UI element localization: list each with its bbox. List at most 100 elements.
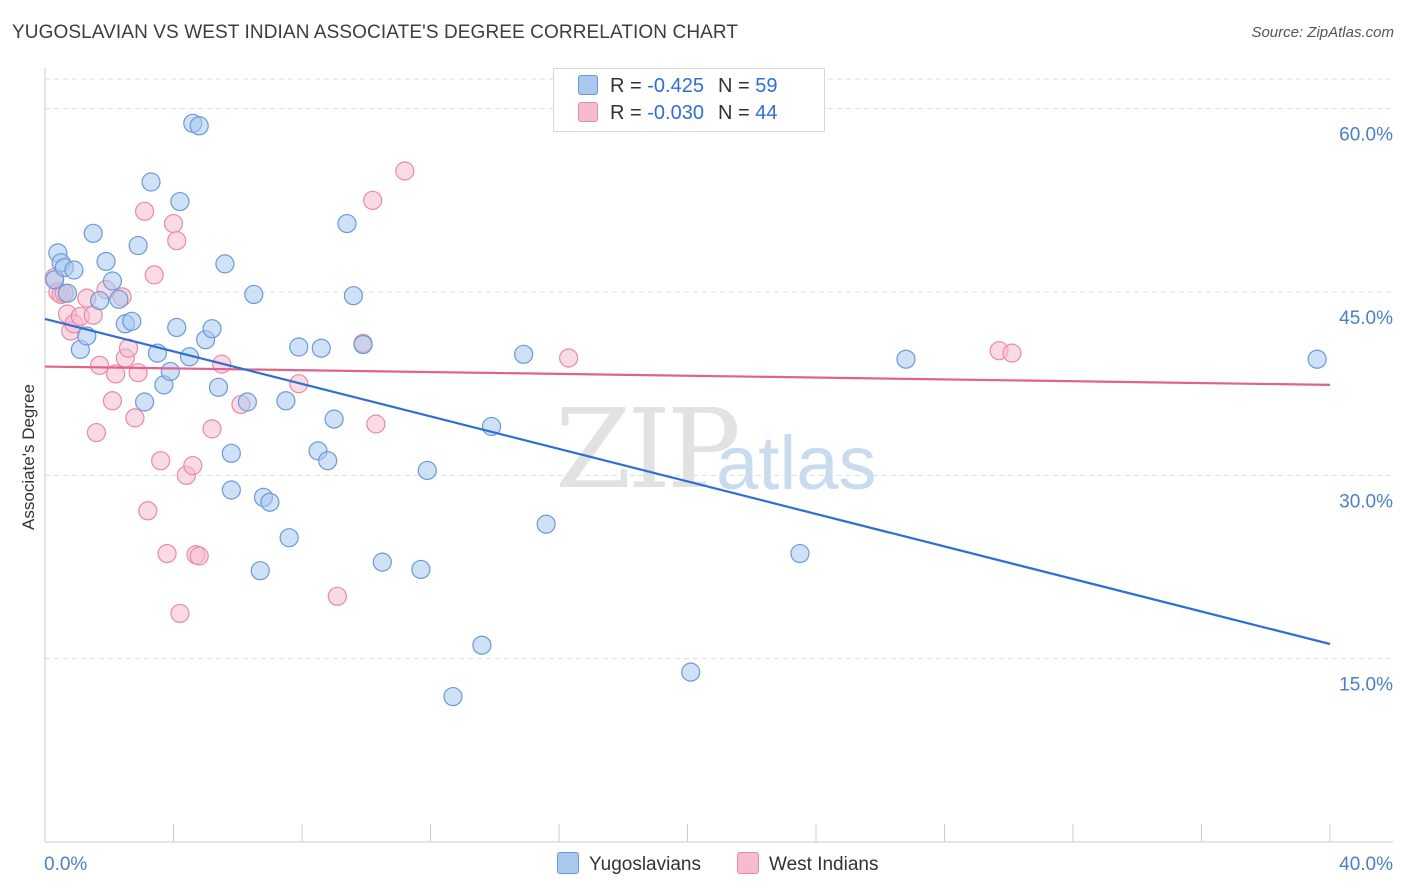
legend-n-value: 59 xyxy=(755,75,778,97)
west-indians-point xyxy=(202,419,222,439)
west-indians-point xyxy=(363,190,383,210)
yugoslavians-point xyxy=(681,662,701,682)
yugoslavians-point xyxy=(96,251,116,272)
y-tick-label: 30.0% xyxy=(1339,491,1393,512)
west-indians-point xyxy=(167,231,187,251)
yugoslavians-point xyxy=(170,191,190,212)
yugoslavians-point xyxy=(276,391,296,411)
watermark-zip: ZIP xyxy=(555,385,741,513)
west-indians-point xyxy=(90,355,110,375)
west-indians-point xyxy=(144,265,164,285)
yugoslavians-point xyxy=(514,344,534,364)
yugoslavians-point xyxy=(417,460,437,481)
west-indians-point xyxy=(189,546,209,566)
yugoslavians-point xyxy=(289,337,309,357)
legend-row-west-indians: R = -0.030 N = 44 xyxy=(578,102,777,126)
yugoslavians-point xyxy=(189,116,209,136)
yugoslavians-point xyxy=(1307,349,1327,369)
west-indians-point xyxy=(1002,343,1022,363)
west-indians-point xyxy=(559,348,579,368)
yugoslavians-point xyxy=(141,172,161,192)
yugoslavians-point xyxy=(324,409,344,429)
legend-r-value: -0.425 xyxy=(647,75,704,97)
bottom-legend-yugoslavians: Yugoslavians xyxy=(557,852,701,876)
west-indians-point xyxy=(134,201,155,221)
yugoslavians-points xyxy=(45,113,1327,707)
yugoslavians-point xyxy=(250,561,270,581)
legend-n-label: N = xyxy=(717,75,750,97)
west-indians-point xyxy=(366,414,386,434)
pink-swatch xyxy=(578,102,598,122)
west-indians-point xyxy=(170,603,190,624)
west-indians-point xyxy=(102,391,123,411)
yugoslavians-point xyxy=(237,392,257,412)
correlation-legend: R = -0.425 N = 59 R = -0.030 N = 44 xyxy=(553,68,825,132)
west-indians-point xyxy=(395,161,415,181)
blue-swatch xyxy=(578,75,598,95)
yugoslavians-point xyxy=(221,480,241,500)
yugoslavians-point xyxy=(536,514,556,534)
yugoslavians-point xyxy=(353,334,373,355)
legend-r-label: R = xyxy=(610,102,642,124)
yugoslavians-point xyxy=(279,528,299,548)
west-indians-point xyxy=(106,364,126,384)
pink-swatch xyxy=(737,852,759,874)
legend-r-value: -0.030 xyxy=(647,102,704,124)
yugoslavians-point xyxy=(896,349,916,369)
west-indians-point xyxy=(125,408,145,428)
west-indians-trend-line xyxy=(44,365,1331,386)
yugoslavians-point xyxy=(57,283,78,303)
west-indians-point xyxy=(128,363,148,383)
watermark-atlas: atlas xyxy=(716,421,877,506)
yugoslavians-point xyxy=(167,317,187,338)
y-tick-label: 60.0% xyxy=(1339,125,1393,146)
legend-series2-label: West Indians xyxy=(769,854,879,875)
yugoslavians-point xyxy=(337,213,357,234)
west-indians-point xyxy=(183,455,203,476)
yugoslavians-point xyxy=(83,223,103,243)
x-tick-label: 0.0% xyxy=(44,854,87,875)
yugoslavians-point xyxy=(128,235,148,256)
source-label: Source: ZipAtlas.com xyxy=(1251,24,1394,41)
legend-n-label: N = xyxy=(717,102,750,124)
legend-r-label: R = xyxy=(610,75,642,97)
yugoslavians-point xyxy=(208,377,229,397)
yugoslavians-point xyxy=(64,260,84,280)
y-tick-label: 15.0% xyxy=(1339,675,1393,696)
yugoslavians-point xyxy=(472,635,492,655)
legend-row-yugoslavians: R = -0.425 N = 59 xyxy=(578,75,777,99)
trend-lines xyxy=(44,317,1331,646)
y-axis-label: Associate's Degree xyxy=(19,384,38,530)
yugoslavians-trend-line xyxy=(44,317,1331,646)
yugoslavians-point xyxy=(318,451,338,471)
yugoslavians-point xyxy=(109,289,129,309)
west-indians-point xyxy=(151,451,171,471)
chart-title: YUGOSLAVIAN VS WEST INDIAN ASSOCIATE'S D… xyxy=(12,22,739,43)
axis-labels: 15.0% 30.0% 45.0% 60.0% 0.0% 40.0% Associate's… xyxy=(19,125,1393,875)
yugoslavians-point xyxy=(244,284,264,305)
west-indians-point xyxy=(138,501,158,521)
blue-swatch xyxy=(557,852,579,874)
yugoslavians-point xyxy=(221,443,241,463)
yugoslavians-point xyxy=(215,254,235,274)
west-indians-points xyxy=(45,161,1022,624)
yugoslavians-point xyxy=(134,392,155,412)
yugoslavians-point xyxy=(260,492,280,512)
yugoslavians-point xyxy=(102,271,123,291)
yugoslavians-point xyxy=(122,311,142,331)
yugoslavians-point xyxy=(372,552,392,572)
x-tick-label: 40.0% xyxy=(1339,854,1393,875)
bottom-legend-west-indians: West Indians xyxy=(737,852,878,876)
yugoslavians-point xyxy=(202,319,222,339)
yugoslavians-point xyxy=(90,290,110,311)
west-indians-point xyxy=(157,543,177,564)
yugoslavians-point xyxy=(343,286,363,306)
west-indians-point xyxy=(327,586,347,606)
legend-series1-label: Yugoslavians xyxy=(589,854,701,875)
yugoslavians-point xyxy=(411,559,431,580)
yugoslavians-point xyxy=(443,686,463,707)
yugoslavians-point xyxy=(790,543,810,564)
yugoslavians-point xyxy=(160,361,180,382)
west-indians-point xyxy=(86,422,107,443)
